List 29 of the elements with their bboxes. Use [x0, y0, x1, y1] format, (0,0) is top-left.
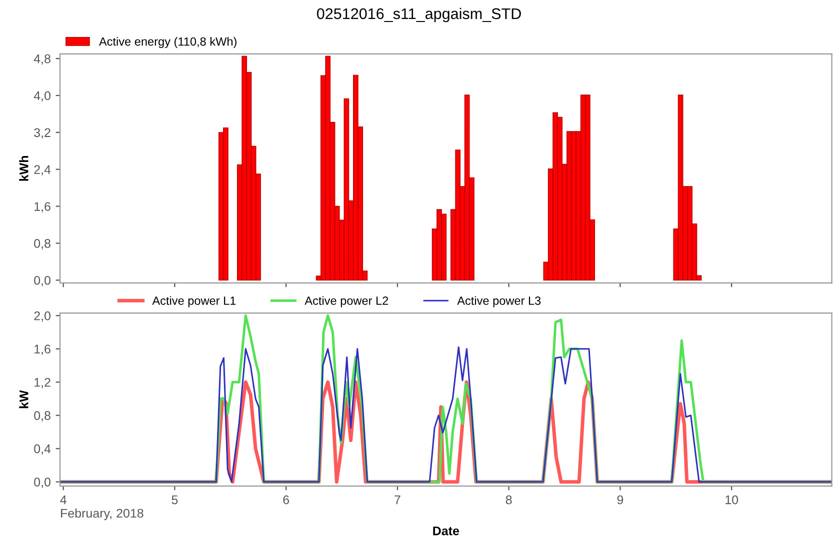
y-tick-label: 0,8 — [34, 239, 50, 250]
y-tick-label: 1,6 — [34, 202, 50, 212]
x-tick-label: 8 — [506, 495, 512, 504]
y-tick-label: 2,4 — [34, 165, 51, 176]
y-axis-title: kW — [19, 390, 28, 408]
x-tick-label: 10 — [726, 495, 738, 504]
chart-title: 02512016_s11_apgaism_STD — [316, 8, 521, 22]
y-tick-label: 2,0 — [34, 311, 50, 322]
x-tick-label: 5 — [172, 496, 178, 504]
legend-label: Active power L2 — [304, 296, 388, 308]
x-tick-label: 6 — [283, 495, 290, 504]
y-tick-label: 0,8 — [34, 411, 50, 422]
y-tick-label: 1,6 — [34, 344, 50, 355]
y-tick-label: 1,2 — [34, 378, 50, 388]
y-tick-label: 0,4 — [34, 444, 51, 455]
y-tick-label: 4,0 — [34, 91, 50, 102]
y-tick-label: 4,8 — [34, 54, 50, 65]
legend-label: Active power L1 — [152, 296, 236, 308]
y-tick-label: 0,0 — [34, 276, 50, 286]
x-axis-title: Date — [433, 526, 460, 536]
legend-label: Active power L3 — [457, 296, 541, 308]
x-tick-label: 9 — [617, 495, 624, 504]
y-axis-title: kWh — [19, 156, 28, 181]
x-tick-label: 4 — [60, 496, 66, 504]
y-tick-label: 3,2 — [34, 128, 50, 139]
text: February, 2018 — [61, 508, 144, 520]
legend-label: Active energy (110,8 kWh) — [98, 37, 236, 48]
y-tick-label: 0,0 — [34, 478, 50, 488]
x-tick-label: 7 — [394, 496, 400, 504]
